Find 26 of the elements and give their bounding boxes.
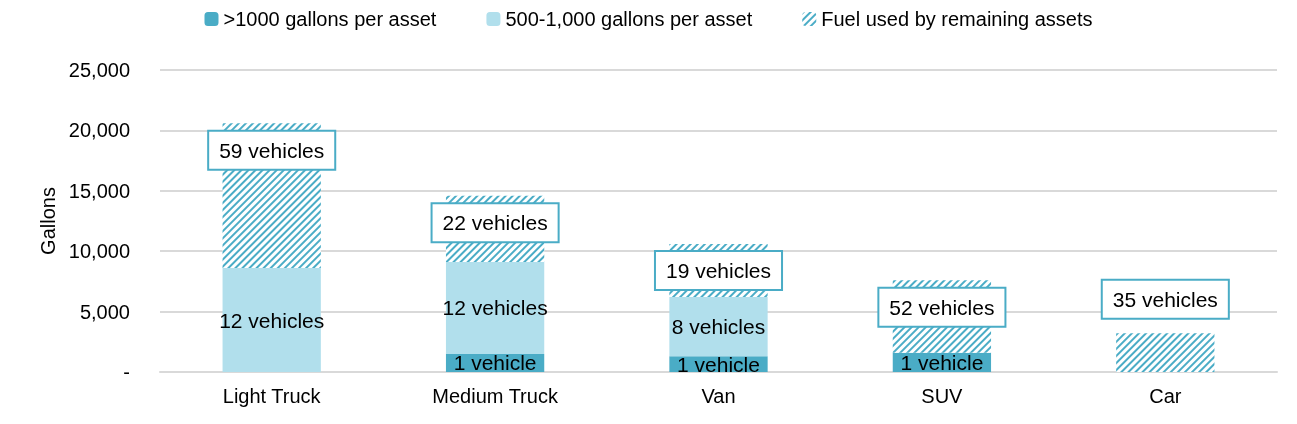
x-tick-label: SUV [921,385,964,407]
x-tick-label: Van [701,385,736,407]
annotation: 1 vehicle [453,351,537,375]
y-tick-label: 25,000 [68,59,130,81]
y-tick-label: 15,000 [68,179,130,202]
annotation: 1 vehicle [677,352,760,376]
annotation: 19 vehicles [665,259,772,283]
y-axis-title: Gallons [36,187,59,255]
y-tick-label: 10,000 [68,240,130,263]
legend-label: 500-1,000 gallons per asset [505,8,753,30]
annotation: 12 vehicles [219,308,325,332]
y-tick-label: 20,000 [68,119,130,142]
x-tick-label: Medium Truck [432,385,559,407]
annotation: 1 vehicle [900,350,984,374]
annotation: 22 vehicles [442,211,548,235]
y-tick-label: - [123,361,130,383]
annotation: 12 vehicles [442,296,548,320]
annotation: 52 vehicles [889,295,995,319]
annotation: 8 vehicles [671,315,766,339]
annotation: 35 vehicles [1112,287,1218,311]
x-tick-label: Light Truck [222,385,322,407]
legend-label: Fuel used by remaining assets [821,8,1093,30]
x-tick-label: Car [1149,385,1182,407]
legend-label: >1000 gallons per asset [223,8,437,30]
annotation: 59 vehicles [219,138,325,162]
y-tick-label: 5,000 [79,300,130,323]
